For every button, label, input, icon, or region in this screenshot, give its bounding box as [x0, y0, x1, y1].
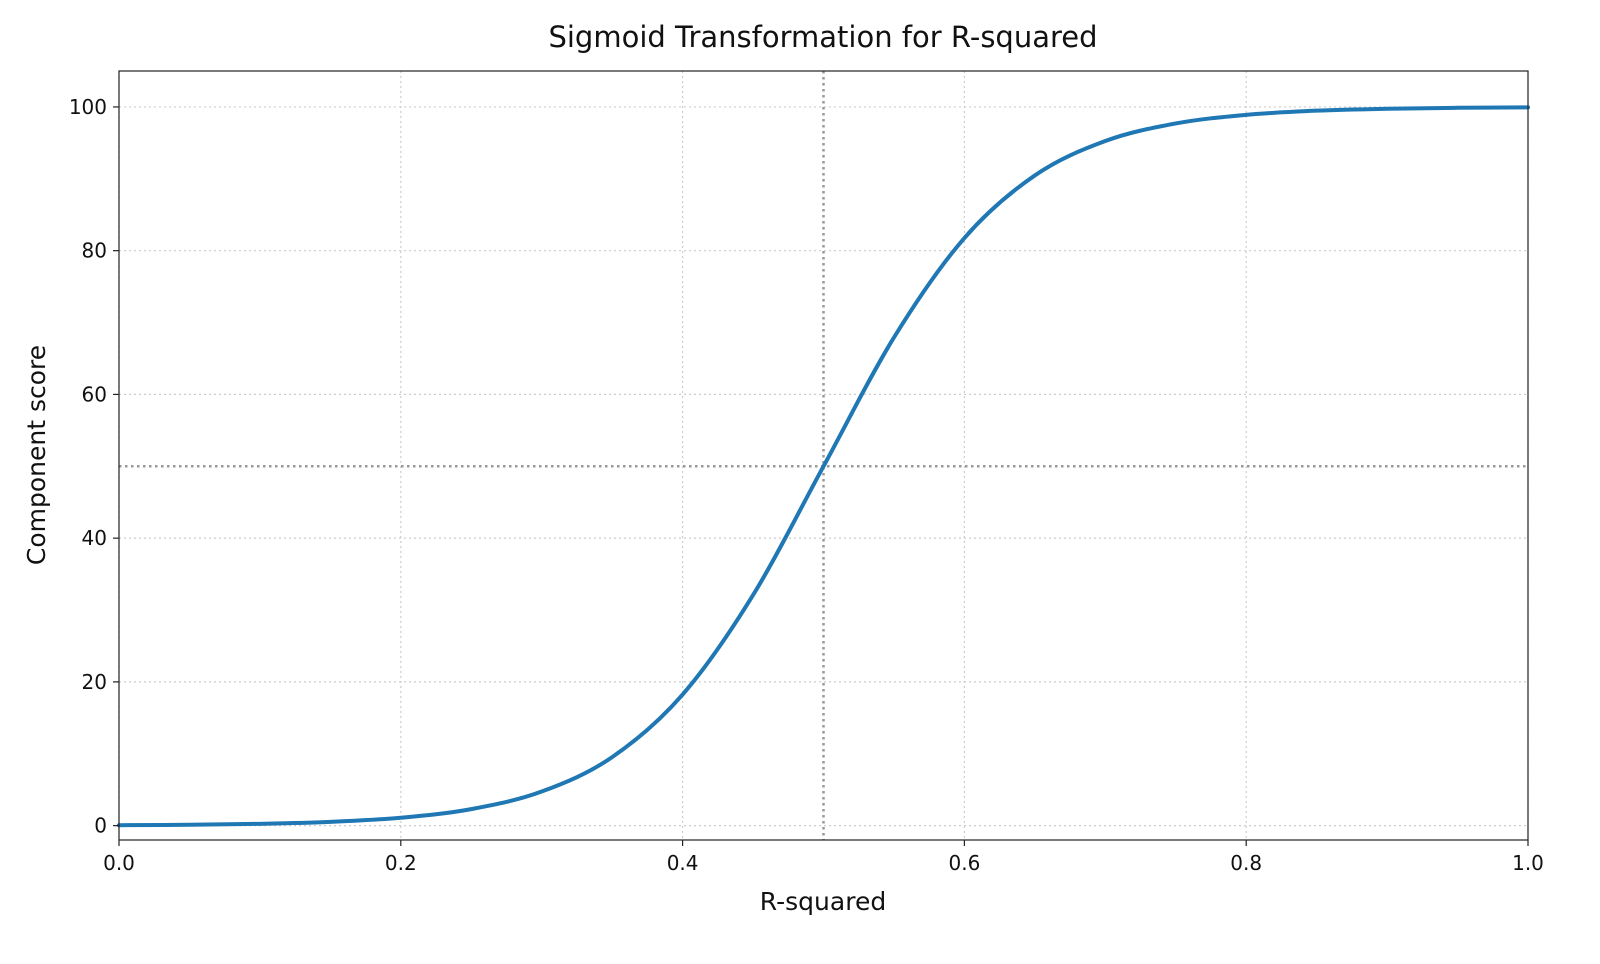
x-tick-label: 0.4 [667, 851, 699, 875]
x-tick-label: 0.0 [103, 851, 135, 875]
y-axis: 0 20 40 60 80 100 [69, 95, 119, 838]
x-tick-label: 0.2 [385, 851, 417, 875]
reference-lines [119, 71, 1528, 840]
chart-title: Sigmoid Transformation for R-squared [548, 20, 1097, 54]
y-tick-label: 100 [69, 95, 107, 119]
x-tick-label: 1.0 [1512, 851, 1544, 875]
y-tick-label: 60 [82, 382, 107, 406]
plot-frame [118, 70, 1529, 841]
series-group [117, 105, 1530, 828]
x-tick-label: 0.8 [1230, 851, 1262, 875]
y-tick-label: 80 [82, 239, 107, 263]
y-tick-label: 0 [94, 814, 107, 838]
x-tick-label: 0.6 [948, 851, 980, 875]
x-axis: 0.0 0.2 0.4 0.6 0.8 1.0 [103, 840, 1544, 875]
x-axis-label: R-squared [760, 887, 886, 916]
y-tick-label: 20 [82, 670, 107, 694]
y-axis-label: Component score [22, 345, 51, 565]
y-tick-label: 40 [82, 526, 107, 550]
sigmoid-curve [117, 105, 1530, 828]
